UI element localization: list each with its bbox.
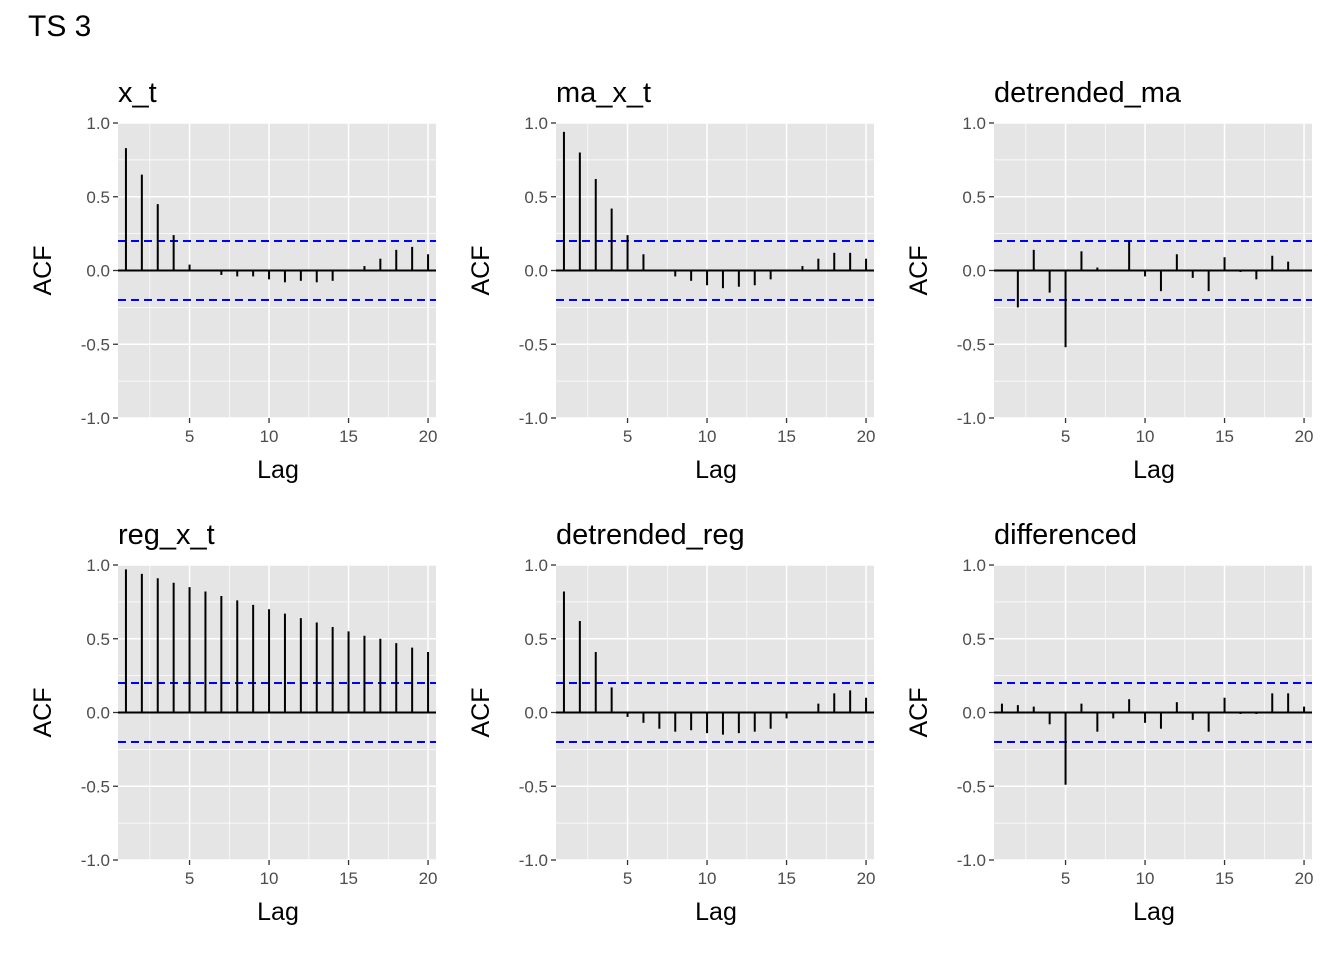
y-tick-label: 0.0 [962, 262, 986, 281]
acf-panel-4: 1.0 0.5 0.0 -0.5 -1.0 5 10 15 20 reg_x_t Lag ACF [29, 519, 438, 926]
x-axis-title: Lag [257, 898, 299, 926]
y-tick-label: 0.0 [524, 704, 548, 723]
y-axis-title: ACF [905, 246, 933, 296]
y-tick-label: 1.0 [962, 114, 986, 133]
y-tick-label: 0.0 [524, 262, 548, 281]
x-axis-title: Lag [695, 898, 737, 926]
x-tick-label: 20 [419, 427, 438, 446]
y-axis-title: ACF [467, 246, 495, 296]
y-tick-label: 0.0 [86, 262, 110, 281]
y-tick-label: 0.0 [86, 704, 110, 723]
y-tick-label: -0.5 [957, 335, 986, 354]
x-tick-label: 15 [339, 427, 358, 446]
x-tick-label: 5 [1061, 427, 1070, 446]
y-axis-title: ACF [467, 688, 495, 738]
y-tick-label: -1.0 [519, 851, 548, 870]
y-tick-label: -1.0 [81, 409, 110, 428]
acf-panel-5: 1.0 0.5 0.0 -0.5 -1.0 5 10 15 20 detrended_reg Lag… [467, 519, 876, 926]
y-tick-label: 0.5 [86, 630, 110, 649]
acf-panel-6: 1.0 0.5 0.0 -0.5 -1.0 5 10 15 20 differenced Lag AC… [905, 519, 1314, 926]
panel-title: detrended_ma [994, 77, 1182, 109]
x-tick-label: 20 [857, 427, 876, 446]
x-tick-label: 10 [1136, 869, 1155, 888]
y-tick-label: -0.5 [519, 335, 548, 354]
x-axis-title: Lag [1133, 898, 1175, 926]
y-tick-label: 0.5 [962, 630, 986, 649]
y-tick-label: 1.0 [524, 114, 548, 133]
x-tick-label: 10 [698, 869, 717, 888]
y-tick-label: 0.5 [962, 188, 986, 207]
figure-title: TS 3 [28, 10, 92, 43]
y-tick-label: 0.0 [962, 704, 986, 723]
x-tick-label: 10 [1136, 427, 1155, 446]
panel-title: ma_x_t [556, 77, 651, 109]
x-tick-label: 10 [260, 869, 279, 888]
y-axis-title: ACF [29, 246, 57, 296]
x-tick-label: 5 [623, 869, 632, 888]
x-tick-label: 15 [777, 427, 796, 446]
panel-title: reg_x_t [118, 519, 215, 551]
x-tick-label: 15 [777, 869, 796, 888]
x-tick-label: 5 [1061, 869, 1070, 888]
y-tick-label: -0.5 [81, 777, 110, 796]
y-tick-label: 0.5 [524, 188, 548, 207]
y-tick-label: 1.0 [524, 556, 548, 575]
y-axis-title: ACF [905, 688, 933, 738]
x-tick-label: 15 [1215, 427, 1234, 446]
x-tick-label: 20 [419, 869, 438, 888]
y-tick-label: 0.5 [86, 188, 110, 207]
x-tick-label: 15 [1215, 869, 1234, 888]
x-axis-title: Lag [1133, 456, 1175, 484]
y-tick-label: 1.0 [86, 114, 110, 133]
x-tick-label: 20 [1295, 869, 1314, 888]
y-tick-label: 0.5 [524, 630, 548, 649]
acf-panel-1: 1.0 0.5 0.0 -0.5 -1.0 5 10 15 20 x_t Lag ACF [29, 77, 438, 484]
x-axis-title: Lag [257, 456, 299, 484]
x-tick-label: 5 [185, 869, 194, 888]
y-tick-label: -0.5 [519, 777, 548, 796]
x-tick-label: 20 [857, 869, 876, 888]
panel-title: x_t [118, 77, 157, 109]
y-axis-title: ACF [29, 688, 57, 738]
y-tick-label: 1.0 [86, 556, 110, 575]
x-tick-label: 15 [339, 869, 358, 888]
panel-title: differenced [994, 519, 1137, 551]
acf-panel-2: 1.0 0.5 0.0 -0.5 -1.0 5 10 15 20 ma_x_t Lag ACF [467, 77, 876, 484]
y-tick-label: -0.5 [957, 777, 986, 796]
x-tick-label: 20 [1295, 427, 1314, 446]
x-tick-label: 5 [623, 427, 632, 446]
y-tick-label: -1.0 [519, 409, 548, 428]
acf-panel-3: 1.0 0.5 0.0 -0.5 -1.0 5 10 15 20 detrended_ma Lag A… [905, 77, 1314, 484]
y-tick-label: -1.0 [957, 409, 986, 428]
y-tick-label: -0.5 [81, 335, 110, 354]
y-tick-label: -1.0 [81, 851, 110, 870]
x-tick-label: 10 [698, 427, 717, 446]
x-axis-title: Lag [695, 456, 737, 484]
y-tick-label: -1.0 [957, 851, 986, 870]
panel-title: detrended_reg [556, 519, 745, 551]
x-tick-label: 10 [260, 427, 279, 446]
x-tick-label: 5 [185, 427, 194, 446]
y-tick-label: 1.0 [962, 556, 986, 575]
